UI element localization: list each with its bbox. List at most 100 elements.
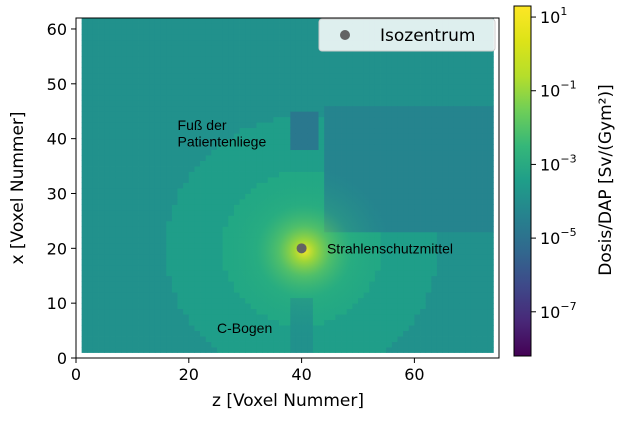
heatmap-cell	[301, 67, 308, 74]
heatmap-cell	[143, 50, 150, 57]
heatmap-cell	[81, 275, 88, 282]
heatmap-cell	[194, 270, 201, 277]
heatmap-cell	[301, 160, 308, 167]
heatmap-cell	[109, 347, 116, 353]
heatmap-cell	[465, 122, 472, 129]
heatmap-cell	[109, 61, 116, 68]
heatmap-cell	[188, 127, 195, 134]
heatmap-cell	[217, 325, 224, 331]
heatmap-cell	[279, 149, 286, 156]
heatmap-cell	[200, 220, 207, 227]
heatmap-cell	[143, 215, 150, 222]
heatmap-cell	[363, 149, 370, 156]
heatmap-cell	[239, 314, 246, 321]
heatmap-cell	[132, 34, 139, 41]
heatmap-cell	[470, 281, 477, 288]
heatmap-cell	[414, 61, 421, 68]
heatmap-cell	[205, 171, 212, 178]
heatmap-cell	[284, 50, 291, 57]
heatmap-cell	[476, 122, 483, 129]
heatmap-cell	[425, 94, 432, 101]
heatmap-cell	[183, 160, 190, 167]
heatmap-cell	[205, 215, 212, 222]
heatmap-cell	[482, 215, 489, 222]
heatmap-cell	[228, 177, 235, 183]
heatmap-cell	[335, 105, 342, 112]
heatmap-cell	[149, 89, 156, 96]
heatmap-cell	[448, 325, 455, 331]
heatmap-cell	[211, 253, 218, 260]
heatmap-cell	[211, 39, 218, 46]
heatmap-cell	[194, 94, 201, 101]
heatmap-cell	[476, 160, 483, 167]
heatmap-cell	[239, 177, 246, 183]
heatmap-cell	[211, 325, 218, 331]
heatmap-cell	[177, 336, 184, 342]
heatmap-cell	[149, 149, 156, 156]
heatmap-cell	[109, 166, 116, 172]
heatmap-cell	[98, 215, 105, 222]
heatmap-cell	[200, 347, 207, 353]
heatmap-cell	[301, 28, 308, 35]
heatmap-cell	[397, 171, 404, 178]
heatmap-cell	[160, 248, 167, 255]
heatmap-cell	[363, 325, 370, 331]
heatmap-cell	[149, 336, 156, 342]
heatmap-cell	[138, 83, 145, 90]
heatmap-cell	[228, 23, 235, 30]
heatmap-cell	[295, 56, 302, 63]
heatmap-cell	[154, 122, 161, 129]
heatmap-cell	[369, 127, 376, 134]
heatmap-cell	[154, 116, 161, 123]
heatmap-cell	[143, 253, 150, 260]
heatmap-cell	[126, 193, 133, 200]
heatmap-cell	[358, 116, 365, 123]
heatmap-cell	[420, 83, 427, 90]
heatmap-cell	[482, 308, 489, 315]
heatmap-cell	[436, 67, 443, 74]
heatmap-cell	[138, 23, 145, 30]
heatmap-cell	[374, 336, 381, 342]
heatmap-cell	[414, 347, 421, 353]
heatmap-cell	[98, 122, 105, 129]
heatmap-cell	[211, 160, 218, 167]
heatmap-cell	[459, 100, 466, 107]
x-axis-label: z [Voxel Nummer]	[212, 391, 364, 411]
heatmap-cell	[200, 325, 207, 331]
heatmap-cell	[245, 160, 252, 167]
heatmap-cell	[188, 61, 195, 68]
heatmap-cell	[104, 94, 111, 101]
heatmap-cell	[391, 248, 398, 255]
heatmap-cell	[194, 177, 201, 183]
heatmap-cell	[290, 133, 297, 140]
heatmap-cell	[374, 347, 381, 353]
heatmap-cell	[222, 303, 229, 310]
heatmap-cell	[121, 330, 128, 337]
heatmap-cell	[245, 34, 252, 41]
heatmap-cell	[183, 281, 190, 288]
heatmap-cell	[465, 160, 472, 167]
heatmap-cell	[228, 155, 235, 161]
heatmap-cell	[403, 50, 410, 57]
heatmap-cell	[408, 78, 415, 85]
heatmap-cell	[121, 204, 128, 211]
heatmap-cell	[121, 177, 128, 183]
heatmap-cell	[425, 83, 432, 90]
heatmap-cell	[391, 56, 398, 63]
heatmap-cell	[273, 89, 280, 96]
heatmap-cell	[431, 281, 438, 288]
heatmap-cell	[149, 18, 156, 24]
heatmap-cell	[81, 160, 88, 167]
heatmap-cell	[121, 94, 128, 101]
heatmap-cell	[228, 94, 235, 101]
heatmap-cell	[205, 182, 212, 189]
heatmap-cell	[171, 292, 178, 299]
heatmap-cell	[453, 116, 460, 123]
heatmap-cell	[121, 270, 128, 277]
heatmap-cell	[273, 39, 280, 46]
heatmap-cell	[391, 270, 398, 277]
heatmap-cell	[425, 303, 432, 310]
heatmap-cell	[431, 72, 438, 79]
heatmap-cell	[465, 83, 472, 90]
heatmap-cell	[138, 253, 145, 260]
